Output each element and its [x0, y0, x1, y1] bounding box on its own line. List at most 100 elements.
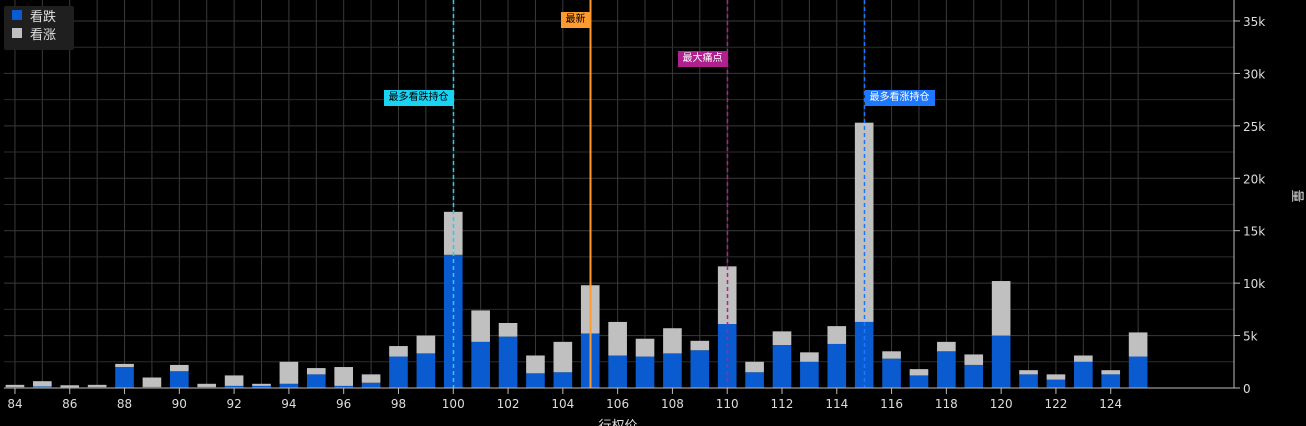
- bar-put-104[interactable]: [553, 372, 573, 388]
- bar-call-111[interactable]: [745, 361, 764, 373]
- bar-call-117[interactable]: [909, 369, 929, 376]
- bar-call-104[interactable]: [553, 341, 573, 373]
- bar-call-121[interactable]: [1019, 370, 1038, 375]
- x-tick-label: 92: [226, 397, 241, 411]
- x-tick-label: 98: [391, 397, 406, 411]
- bar-call-92[interactable]: [224, 375, 244, 386]
- x-tick-label: 112: [771, 397, 794, 411]
- annotation-label-1: 最新: [560, 12, 591, 28]
- y-tick-label: 25k: [1243, 120, 1265, 134]
- bar-call-125[interactable]: [1128, 332, 1148, 357]
- bar-call-102[interactable]: [498, 322, 518, 337]
- bar-put-91[interactable]: [197, 386, 217, 388]
- bar-put-90[interactable]: [170, 371, 189, 388]
- bar-put-88[interactable]: [115, 367, 134, 388]
- bar-call-118[interactable]: [937, 341, 956, 352]
- legend: 看跌 看涨: [4, 6, 74, 50]
- bar-call-93[interactable]: [252, 383, 271, 386]
- bar-put-123[interactable]: [1074, 361, 1093, 388]
- legend-item-call[interactable]: 看涨: [4, 24, 74, 43]
- bar-put-102[interactable]: [498, 336, 518, 388]
- bar-put-97[interactable]: [361, 382, 381, 388]
- bar-call-84[interactable]: [5, 384, 25, 387]
- bar-call-120[interactable]: [991, 281, 1011, 336]
- bar-put-96[interactable]: [334, 385, 354, 388]
- y-axis-label: 量: [1289, 189, 1304, 202]
- bar-call-94[interactable]: [279, 361, 299, 384]
- bar-call-115[interactable]: [854, 122, 874, 322]
- bar-put-93[interactable]: [252, 385, 271, 388]
- bar-put-115[interactable]: [854, 321, 874, 388]
- bar-call-109[interactable]: [690, 340, 710, 351]
- bar-put-94[interactable]: [279, 383, 299, 388]
- bar-call-119[interactable]: [964, 354, 984, 365]
- bar-put-101[interactable]: [471, 341, 490, 388]
- bar-put-124[interactable]: [1101, 374, 1121, 388]
- bar-put-125[interactable]: [1128, 356, 1148, 388]
- bar-call-107[interactable]: [635, 338, 655, 357]
- bar-put-122[interactable]: [1046, 379, 1066, 388]
- bar-call-108[interactable]: [663, 328, 682, 354]
- x-tick-label: 102: [497, 397, 520, 411]
- bar-put-99[interactable]: [416, 353, 436, 388]
- bar-put-117[interactable]: [909, 375, 929, 388]
- bar-call-124[interactable]: [1101, 370, 1121, 375]
- bar-put-114[interactable]: [827, 343, 847, 388]
- bar-call-122[interactable]: [1046, 374, 1066, 380]
- bar-put-118[interactable]: [937, 351, 956, 388]
- bar-put-121[interactable]: [1019, 374, 1038, 388]
- bar-put-98[interactable]: [389, 356, 408, 388]
- bar-call-101[interactable]: [471, 310, 490, 342]
- bar-call-98[interactable]: [389, 346, 408, 357]
- x-tick-label: 114: [825, 397, 848, 411]
- reference-lines: [452, 0, 866, 388]
- y-tick-label: 30k: [1243, 67, 1265, 81]
- bar-put-111[interactable]: [745, 372, 764, 388]
- bar-call-91[interactable]: [197, 383, 217, 387]
- bar-series: [5, 122, 1148, 388]
- bar-call-86[interactable]: [60, 385, 80, 388]
- bar-call-113[interactable]: [800, 352, 819, 362]
- bar-put-113[interactable]: [800, 361, 819, 388]
- bar-put-109[interactable]: [690, 350, 710, 388]
- bar-put-92[interactable]: [224, 385, 244, 388]
- bar-put-84[interactable]: [5, 386, 25, 388]
- bar-call-85[interactable]: [33, 381, 52, 387]
- bar-put-120[interactable]: [991, 335, 1011, 388]
- bar-call-114[interactable]: [827, 326, 847, 344]
- bar-call-116[interactable]: [882, 351, 901, 359]
- bar-call-96[interactable]: [334, 367, 354, 386]
- bar-call-97[interactable]: [361, 374, 381, 383]
- bar-call-87[interactable]: [87, 384, 107, 387]
- bar-put-100[interactable]: [443, 254, 463, 388]
- bar-call-112[interactable]: [772, 331, 792, 346]
- bar-put-116[interactable]: [882, 358, 901, 388]
- bar-call-106[interactable]: [608, 321, 627, 356]
- x-tick-label: 84: [7, 397, 22, 411]
- bar-put-119[interactable]: [964, 364, 984, 388]
- bar-put-108[interactable]: [663, 353, 682, 388]
- bar-call-99[interactable]: [416, 335, 436, 354]
- bar-put-87[interactable]: [87, 386, 107, 388]
- bar-call-89[interactable]: [142, 377, 162, 387]
- bar-put-103[interactable]: [526, 373, 545, 388]
- x-tick-label: 90: [172, 397, 187, 411]
- bar-put-106[interactable]: [608, 355, 627, 388]
- bar-call-95[interactable]: [306, 368, 326, 375]
- bar-call-88[interactable]: [115, 363, 134, 368]
- bar-call-123[interactable]: [1074, 355, 1093, 362]
- bar-put-85[interactable]: [33, 386, 52, 388]
- bar-put-89[interactable]: [142, 386, 162, 388]
- x-tick-label: 118: [935, 397, 958, 411]
- legend-item-put[interactable]: 看跌: [4, 6, 74, 25]
- bar-put-112[interactable]: [772, 345, 792, 388]
- x-tick-label: 100: [442, 397, 465, 411]
- x-tick-label: 88: [117, 397, 132, 411]
- bar-call-103[interactable]: [526, 355, 545, 374]
- bar-call-90[interactable]: [170, 364, 189, 372]
- bar-put-95[interactable]: [306, 374, 326, 388]
- legend-label-put: 看跌: [30, 9, 57, 25]
- bar-put-110[interactable]: [717, 324, 737, 388]
- bar-put-107[interactable]: [635, 356, 655, 388]
